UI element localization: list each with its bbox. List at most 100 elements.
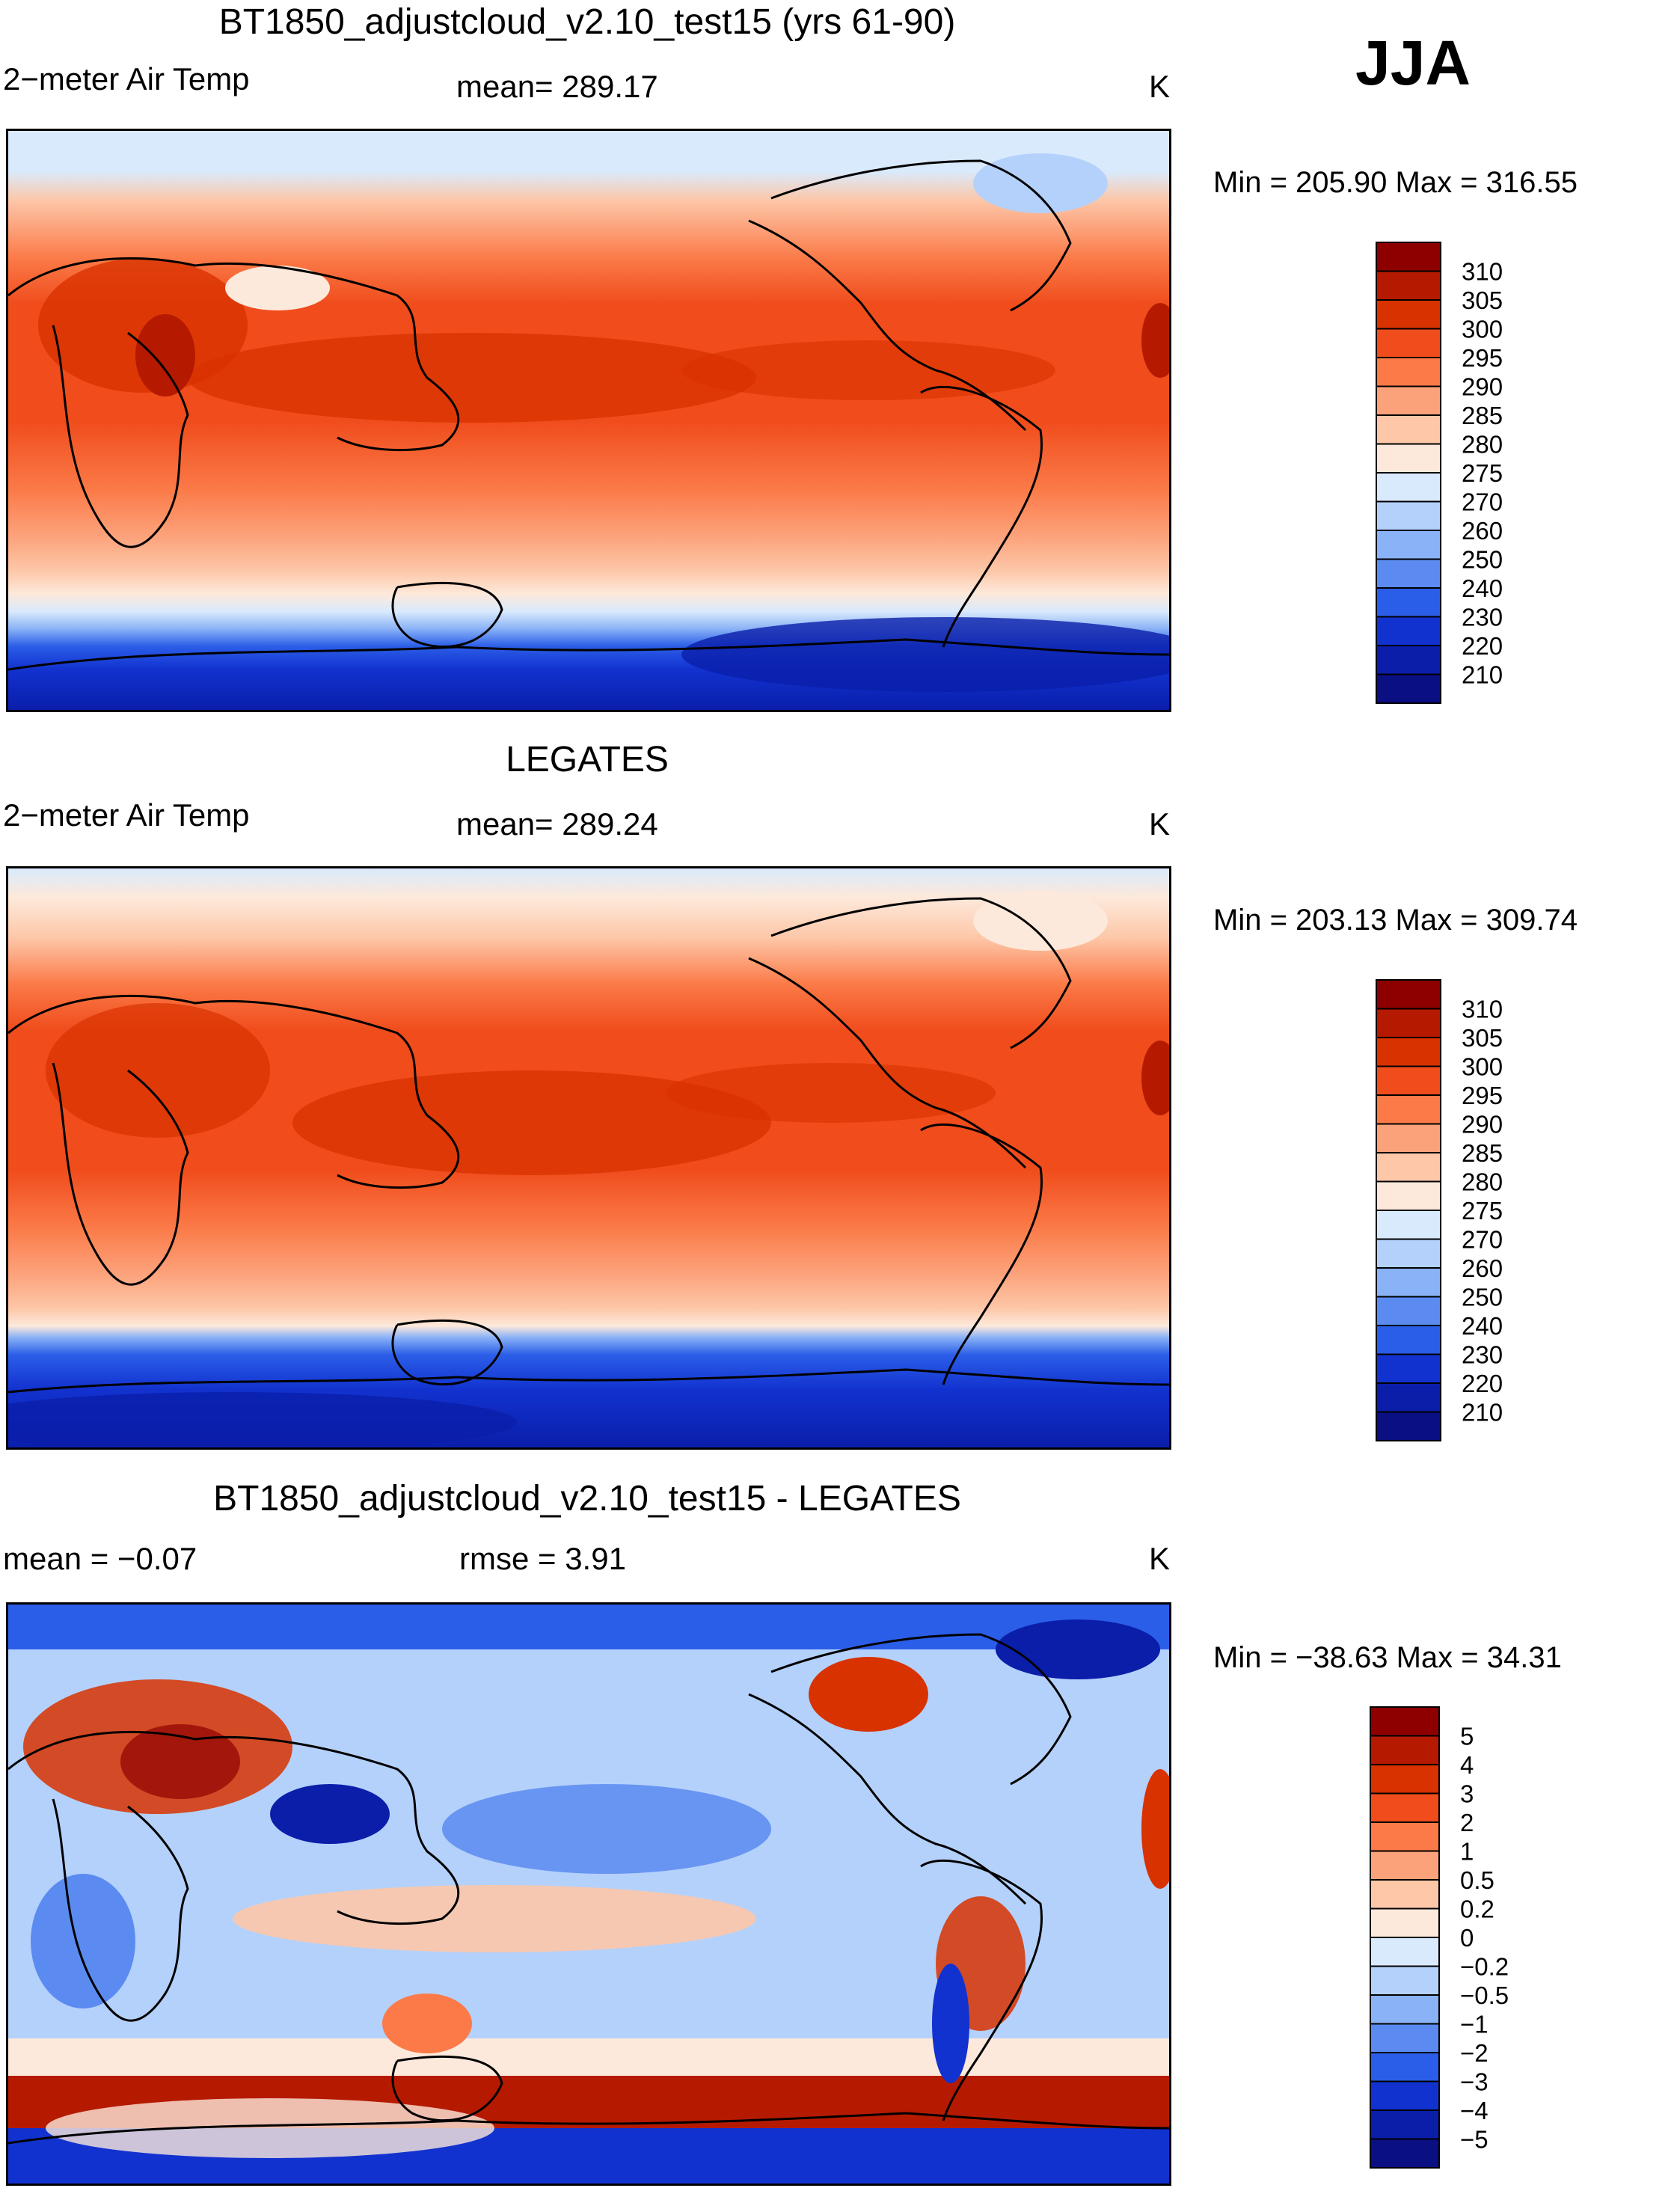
- colorbar-box: [1376, 1152, 1441, 1183]
- colorbar-label: 0.5: [1460, 1866, 1494, 1894]
- panel-3-mean: mean = −0.07: [3, 1541, 197, 1576]
- colorbar-label: −0.5: [1460, 1982, 1509, 2009]
- colorbar-label: 250: [1462, 546, 1503, 574]
- colorbar-box: [1376, 500, 1441, 531]
- colorbar-label: 2: [1460, 1809, 1474, 1836]
- colorbar-label: 230: [1462, 604, 1503, 631]
- colorbar-label: 250: [1462, 1284, 1503, 1311]
- panel-2-map: [6, 866, 1171, 1450]
- colorbar-box: [1376, 414, 1441, 445]
- panel-1-variable: 2−meter Air Temp: [3, 61, 250, 96]
- colorbar-label: 210: [1462, 1399, 1503, 1427]
- colorbar-box: [1370, 1850, 1440, 1881]
- colorbar-box: [1376, 472, 1441, 503]
- colorbar-label: 280: [1462, 431, 1503, 459]
- colorbar-label: 290: [1462, 373, 1503, 401]
- colorbar-label: −0.2: [1460, 1953, 1509, 1981]
- colorbar-label: 5: [1460, 1723, 1474, 1750]
- colorbar-box: [1376, 328, 1441, 358]
- panel-2-mean: mean= 289.24: [456, 806, 658, 842]
- colorbar-label: 230: [1462, 1341, 1503, 1369]
- colorbar-box: [1376, 1267, 1441, 1298]
- panel-3-units: K: [1149, 1541, 1171, 1576]
- colorbar-label: 220: [1462, 632, 1503, 660]
- colorbar-label: 295: [1462, 1082, 1503, 1109]
- colorbar-label: 275: [1462, 1197, 1503, 1225]
- colorbar-label: 260: [1462, 517, 1503, 545]
- colorbar-box: [1376, 979, 1441, 1010]
- colorbar-label: 305: [1462, 1024, 1503, 1052]
- panel-3-title: BT1850_adjustcloud_v2.10_test15 - LEGATE…: [213, 1479, 961, 1519]
- colorbar-label: 275: [1462, 459, 1503, 487]
- colorbar-box: [1370, 1735, 1440, 1765]
- panel-2-variable: 2−meter Air Temp: [3, 797, 250, 833]
- colorbar-box: [1370, 1937, 1440, 1967]
- panel-1-colorbar: 310 305 300 295 290 285 280 275 270 260 250 240 230 2…: [1375, 241, 1599, 705]
- colorbar-box: [1370, 1994, 1440, 2025]
- colorbar-label: 210: [1462, 661, 1503, 689]
- colorbar-box: [1376, 645, 1441, 675]
- colorbar-label: 220: [1462, 1370, 1503, 1397]
- colorbar-label: 310: [1462, 996, 1503, 1023]
- colorbar-label: 240: [1462, 1312, 1503, 1340]
- colorbar-box: [1376, 1353, 1441, 1384]
- panel-3-colorbar: 5 4 3 2 1 0.5 0.2 0 −0.2 −0.5 −1 −2 −3 −4 −5: [1369, 1706, 1593, 2169]
- colorbar-label: 305: [1462, 286, 1503, 314]
- colorbar-box: [1370, 1764, 1440, 1795]
- colorbar-box: [1376, 1238, 1441, 1269]
- colorbar-box: [1376, 443, 1441, 474]
- colorbar-box: [1376, 616, 1441, 646]
- colorbar-box: [1376, 299, 1441, 330]
- colorbar-box: [1370, 1907, 1440, 1938]
- colorbar-box: [1370, 1792, 1440, 1823]
- colorbar-label: −4: [1460, 2097, 1489, 2124]
- colorbar-box: [1370, 1706, 1440, 1737]
- colorbar-box: [1376, 1094, 1441, 1125]
- panel-1-mean: mean= 289.17: [456, 69, 658, 104]
- colorbar-label: 285: [1462, 402, 1503, 429]
- colorbar-label: −2: [1460, 2039, 1489, 2067]
- colorbar-box: [1376, 673, 1441, 704]
- season-label: JJA: [1355, 28, 1471, 98]
- panel-3-rmse: rmse = 3.91: [459, 1541, 626, 1576]
- colorbar-label: 1: [1460, 1838, 1474, 1866]
- colorbar-box: [1376, 587, 1441, 618]
- colorbar-box: [1376, 1210, 1441, 1240]
- colorbar-box: [1370, 2052, 1440, 2083]
- colorbar-box: [1376, 1411, 1441, 1441]
- colorbar-label: 300: [1462, 316, 1503, 343]
- colorbar-label: −3: [1460, 2068, 1489, 2096]
- colorbar-box: [1376, 1382, 1441, 1413]
- colorbar-label: 240: [1462, 574, 1503, 602]
- panel-2-colorbar: 310 305 300 295 290 285 280 275 270 260 250 240 230 2…: [1375, 978, 1599, 1442]
- colorbar-label: 4: [1460, 1751, 1474, 1779]
- panel-2-minmax: Min = 203.13 Max = 309.74: [1213, 904, 1578, 937]
- colorbar-box: [1376, 242, 1441, 272]
- colorbar-label: 280: [1462, 1168, 1503, 1196]
- colorbar-box: [1370, 1965, 1440, 1996]
- colorbar-label: −5: [1460, 2126, 1489, 2154]
- colorbar-box: [1376, 558, 1441, 589]
- colorbar-label: 295: [1462, 344, 1503, 372]
- panel-1-minmax: Min = 205.90 Max = 316.55: [1213, 166, 1578, 199]
- colorbar-label: 0: [1460, 1924, 1474, 1952]
- colorbar-label: 285: [1462, 1139, 1503, 1167]
- colorbar-box: [1370, 1821, 1440, 1852]
- colorbar-label: −1: [1460, 2011, 1489, 2038]
- colorbar-label: 0.2: [1460, 1896, 1494, 1923]
- colorbar-label: 290: [1462, 1111, 1503, 1139]
- colorbar-box: [1376, 357, 1441, 387]
- colorbar-label: 270: [1462, 488, 1503, 516]
- panel-3-map: [6, 1602, 1171, 2186]
- colorbar-box: [1376, 385, 1441, 416]
- colorbar-label: 310: [1462, 258, 1503, 286]
- colorbar-label: 3: [1460, 1780, 1474, 1808]
- colorbar-box: [1376, 1065, 1441, 1096]
- colorbar-box: [1376, 1325, 1441, 1355]
- colorbar-box: [1376, 1037, 1441, 1067]
- panel-1-title: BT1850_adjustcloud_v2.10_test15 (yrs 61-…: [218, 2, 956, 42]
- colorbar-label: 260: [1462, 1254, 1503, 1282]
- colorbar-box: [1376, 1296, 1441, 1326]
- colorbar-box: [1376, 1008, 1441, 1038]
- colorbar-box: [1370, 2080, 1440, 2111]
